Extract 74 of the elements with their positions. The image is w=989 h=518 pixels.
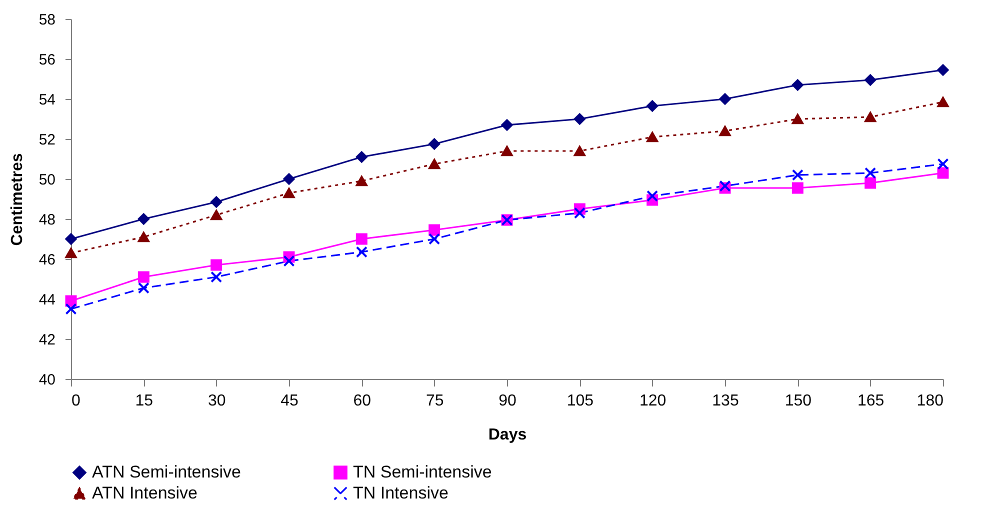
point [719, 126, 731, 136]
point [937, 64, 949, 76]
point [864, 177, 876, 189]
x-tick-label: 135 [712, 392, 739, 410]
point [356, 246, 368, 258]
y-tick-label: 54 [38, 92, 56, 108]
point [792, 114, 804, 124]
point [501, 119, 513, 131]
y-tick-label: 42 [38, 332, 56, 348]
point [501, 146, 513, 156]
x-tick-label: 45 [280, 392, 298, 410]
point [719, 93, 731, 105]
y-tick-label: 52 [38, 132, 56, 148]
point [864, 112, 876, 122]
point [283, 255, 295, 267]
point [138, 232, 150, 242]
x-tick-label: 150 [784, 392, 812, 410]
point [356, 233, 368, 245]
point [937, 96, 949, 108]
point [283, 173, 295, 185]
point [283, 188, 295, 198]
point [428, 224, 440, 236]
point [138, 213, 150, 225]
y-tick-label: 44 [38, 292, 56, 308]
legend-label: TN Semi-intensive [353, 462, 492, 482]
point [138, 271, 150, 283]
point [138, 282, 150, 294]
x-tick-label: 180 [916, 392, 944, 410]
point [937, 158, 949, 170]
point [210, 196, 222, 208]
x-tick-label: 120 [639, 392, 666, 410]
point [210, 259, 222, 271]
y-tick-label: 48 [38, 212, 56, 228]
point [574, 113, 586, 125]
point [65, 248, 77, 258]
point [428, 158, 440, 170]
point [210, 210, 222, 220]
point [864, 167, 876, 179]
point [356, 176, 368, 186]
y-tick-label: 50 [38, 172, 56, 188]
x-tick-label: 30 [208, 392, 226, 410]
point [356, 151, 368, 163]
point [428, 138, 440, 150]
x-tick-label: 60 [353, 392, 372, 410]
x-tick-label: 0 [72, 392, 80, 410]
x-tick-label: 165 [857, 392, 884, 410]
y-tick-label: 58 [38, 12, 56, 28]
x-tick-label: 15 [135, 392, 154, 410]
point [65, 295, 77, 307]
x-axis-title: Days [488, 426, 527, 444]
point [646, 100, 658, 112]
point [65, 303, 77, 315]
point [792, 79, 804, 91]
x-tick-label: 90 [498, 392, 516, 410]
legend-label: TN Intensive [353, 484, 448, 502]
y-tick-label: 56 [38, 52, 56, 68]
point [574, 146, 586, 156]
point [65, 233, 77, 245]
y-tick-label: 40 [38, 372, 56, 388]
point [428, 233, 440, 245]
legend-label: ATN Intensive [92, 484, 198, 502]
point [792, 169, 804, 181]
point [937, 167, 949, 179]
y-tick-label: 46 [38, 252, 56, 268]
point [864, 74, 876, 86]
point [574, 207, 586, 219]
legend-label: ATN Semi-intensive [92, 462, 241, 482]
point [210, 271, 222, 283]
point [646, 132, 658, 142]
x-tick-label: 105 [566, 392, 594, 410]
point [646, 190, 658, 202]
y-axis-title: Centimetres [8, 153, 26, 246]
point [792, 182, 804, 194]
x-tick-label: 75 [426, 392, 444, 410]
